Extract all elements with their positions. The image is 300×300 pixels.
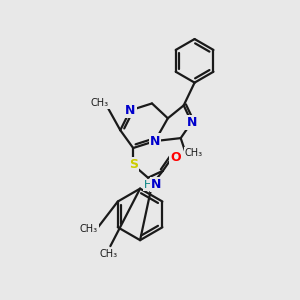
Text: N: N [125,104,135,117]
Text: N: N [151,178,161,191]
Text: CH₃: CH₃ [99,249,118,259]
Text: CH₃: CH₃ [184,148,203,158]
Text: N: N [186,116,197,129]
Text: CH₃: CH₃ [90,98,109,108]
Text: S: S [129,158,138,171]
Text: O: O [170,152,181,164]
Text: H: H [144,180,152,190]
Text: N: N [150,135,160,148]
Text: CH₃: CH₃ [80,224,98,234]
